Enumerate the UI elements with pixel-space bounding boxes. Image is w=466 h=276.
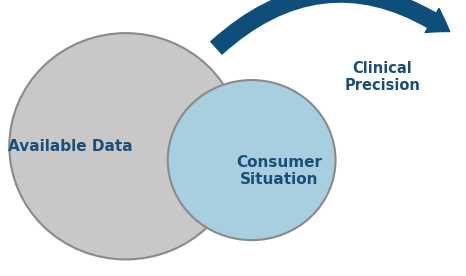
Text: Clinical
Precision: Clinical Precision: [344, 61, 420, 94]
Ellipse shape: [9, 33, 242, 259]
Text: Available Data: Available Data: [7, 139, 132, 154]
Text: Consumer
Situation: Consumer Situation: [237, 155, 322, 187]
Ellipse shape: [168, 80, 336, 240]
FancyArrowPatch shape: [211, 0, 450, 54]
